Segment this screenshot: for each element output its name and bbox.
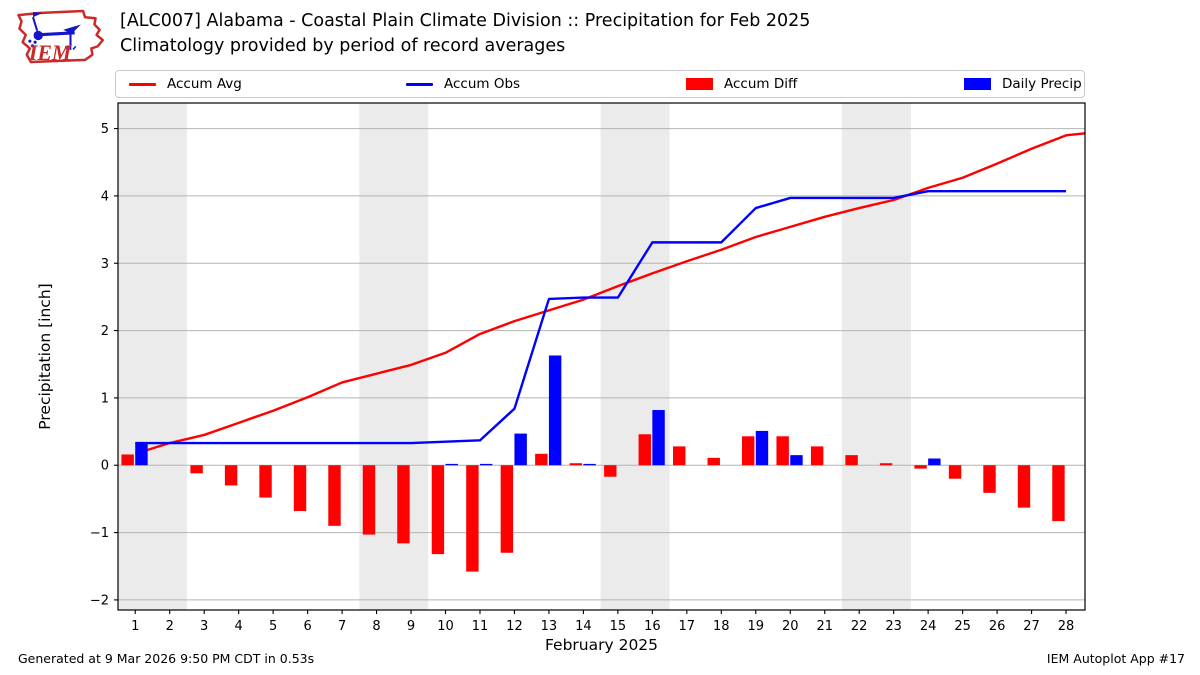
y-axis-ticks: −2 −1 0 1 2 3 4 5	[90, 122, 118, 608]
svg-text:28: 28	[1058, 619, 1075, 634]
svg-text:12: 12	[506, 619, 523, 634]
svg-text:13: 13	[541, 619, 558, 634]
svg-text:22: 22	[851, 619, 868, 634]
svg-text:14: 14	[575, 619, 592, 634]
svg-text:10: 10	[437, 619, 454, 634]
legend-item-daily-precip: Daily Precip	[964, 71, 1082, 97]
legend-label-accum-avg: Accum Avg	[167, 76, 242, 92]
legend-item-accum-obs: Accum Obs	[406, 71, 520, 97]
svg-text:−2: −2	[90, 593, 109, 608]
accum-diff-bars	[121, 434, 1065, 572]
svg-text:2: 2	[101, 324, 109, 339]
svg-text:1: 1	[101, 391, 109, 406]
legend-item-accum-avg: Accum Avg	[129, 71, 242, 97]
y-axis-label: Precipitation [inch]	[36, 283, 54, 429]
svg-text:27: 27	[1023, 619, 1040, 634]
title-block: [ALC007] Alabama - Coastal Plain Climate…	[120, 9, 810, 59]
legend-swatch-accum-obs	[406, 82, 433, 86]
legend-swatch-accum-avg	[129, 82, 156, 86]
svg-text:1: 1	[131, 619, 139, 634]
legend-swatch-accum-diff	[686, 78, 713, 90]
svg-text:8: 8	[372, 619, 380, 634]
footer-app-text: IEM Autoplot App #17	[1046, 651, 1185, 666]
iem-logo: IEM	[17, 9, 105, 65]
accum-obs-line	[135, 189, 1067, 445]
page-title-line2: Climatology provided by period of record…	[120, 36, 566, 56]
svg-text:23: 23	[885, 619, 902, 634]
logo-text: IEM	[28, 41, 73, 65]
svg-text:7: 7	[338, 619, 346, 634]
svg-text:2: 2	[166, 619, 174, 634]
svg-text:3: 3	[200, 619, 208, 634]
svg-text:4: 4	[235, 619, 243, 634]
legend-label-accum-obs: Accum Obs	[444, 76, 521, 92]
svg-text:5: 5	[101, 122, 109, 137]
svg-text:26: 26	[989, 619, 1006, 634]
weekend-bands	[118, 103, 911, 610]
svg-text:6: 6	[303, 619, 311, 634]
legend-label-daily-precip: Daily Precip	[1002, 76, 1082, 92]
svg-text:15: 15	[610, 619, 627, 634]
weather-station-icon	[28, 12, 81, 51]
legend-item-accum-diff: Accum Diff	[686, 71, 797, 97]
accum-avg-line	[134, 132, 1086, 455]
iowa-outline	[17, 9, 105, 64]
svg-text:5: 5	[269, 619, 277, 634]
svg-text:16: 16	[644, 619, 661, 634]
x-axis-ticks: 1 2 3 4 5 6 7 8 9 10 11 12 13 14 15 16 17 18 19 20 21 22 23 24 2…	[131, 610, 1074, 634]
svg-text:0: 0	[101, 459, 109, 474]
svg-text:17: 17	[679, 619, 696, 634]
footer-generated-text: Generated at 9 Mar 2026 9:50 PM CDT in 0…	[18, 651, 315, 666]
chart-legend: Accum Avg Accum Obs Accum Diff Daily Precip	[115, 70, 1085, 98]
svg-text:20: 20	[782, 619, 799, 634]
legend-swatch-daily-precip	[964, 78, 991, 90]
svg-text:25: 25	[954, 619, 971, 634]
svg-text:18: 18	[713, 619, 730, 634]
svg-text:21: 21	[816, 619, 833, 634]
svg-text:4: 4	[101, 189, 109, 204]
legend-label-accum-diff: Accum Diff	[724, 76, 798, 92]
x-axis-label: February 2025	[545, 636, 658, 654]
svg-text:9: 9	[407, 619, 415, 634]
daily-precip-bars	[135, 355, 941, 466]
svg-text:24: 24	[920, 619, 937, 634]
svg-text:19: 19	[747, 619, 764, 634]
svg-text:3: 3	[101, 257, 109, 272]
page-title-line1: [ALC007] Alabama - Coastal Plain Climate…	[120, 11, 811, 31]
svg-text:11: 11	[472, 619, 489, 634]
plot-border	[117, 102, 1086, 611]
svg-text:−1: −1	[90, 526, 109, 541]
